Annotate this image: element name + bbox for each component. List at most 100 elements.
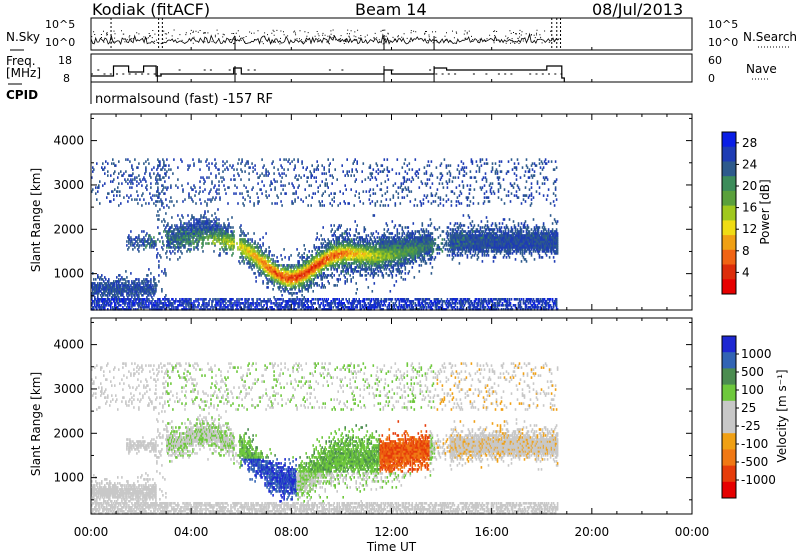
data-cell [179,230,181,233]
data-cell [137,166,139,169]
data-cell [140,298,142,301]
data-cell [163,224,165,227]
data-cell [142,178,144,181]
data-cell [213,238,215,241]
data-cell [386,166,389,169]
data-cell [161,302,163,305]
data-cell [227,168,229,171]
data-cell [201,228,203,231]
data-cell [98,300,100,303]
data-cell [149,284,151,287]
data-cell [205,304,207,307]
data-cell [136,290,138,293]
data-cell [134,284,136,287]
data-cell [97,274,99,277]
data-cell [217,300,219,303]
data-cell [247,232,249,235]
data-cell [126,294,128,297]
data-cell [131,280,133,283]
data-cell [292,282,294,285]
data-cell [105,294,107,297]
data-cell [202,232,204,235]
data-cell [272,160,274,163]
data-cell [178,242,180,245]
data-cell [160,178,162,181]
data-cell [199,180,201,183]
data-cell [170,234,172,237]
data-cell [113,286,115,289]
data-cell [158,260,160,263]
data-cell [120,290,122,293]
data-cell [118,182,120,185]
data-cell [130,308,132,311]
data-cell [148,302,150,305]
data-cell [197,234,199,237]
data-cell [318,284,320,287]
data-cell [200,236,202,239]
data-cell [145,170,147,173]
data-cell [177,214,179,217]
data-cell [97,304,99,307]
data-cell [172,238,174,241]
data-cell [104,282,106,285]
data-cell [107,174,109,177]
data-cell [130,244,132,247]
data-cell [147,288,149,291]
data-cell [355,228,357,231]
data-cell [258,200,260,203]
data-cell [384,304,387,307]
data-cell [125,284,127,287]
data-cell [135,308,137,311]
data-cell [254,168,256,171]
data-cell [168,228,170,231]
data-cell [236,168,238,171]
data-cell [232,308,234,311]
data-cell [155,288,157,291]
data-cell [168,304,170,307]
data-cell [198,240,200,243]
data-cell [146,292,148,295]
data-cell [98,286,100,289]
data-cell [208,302,210,305]
data-cell [109,290,111,293]
data-cell [180,234,182,237]
data-cell [205,232,207,235]
data-cell [277,196,279,199]
data-cell [142,306,144,309]
data-cell [146,280,148,283]
data-cell [351,168,353,171]
data-cell [132,304,134,307]
data-cell [383,228,386,231]
data-cell [145,240,147,243]
data-cell [173,246,175,249]
data-cell [346,158,348,161]
data-cell [287,168,289,171]
data-cell [155,304,157,307]
data-cell [232,234,234,237]
data-cell [127,302,129,305]
data-cell [123,288,125,291]
data-cell [149,172,151,175]
data-cell [336,298,338,301]
data-cell [229,226,231,229]
data-cell [92,166,94,169]
data-cell [133,294,135,297]
data-cell [218,172,220,175]
data-cell [206,302,208,305]
data-cell [107,170,109,173]
data-cell [91,176,93,179]
data-cell [198,160,200,163]
data-cell [103,168,105,171]
data-cell [126,292,128,295]
data-cell [210,172,212,175]
data-cell [151,306,153,309]
data-cell [188,194,190,197]
data-cell [134,280,136,283]
data-cell [324,182,326,185]
data-cell [208,300,210,303]
data-cell [182,236,184,239]
data-cell [146,286,148,289]
data-cell [293,292,295,295]
data-cell [94,288,96,291]
data-cell [233,174,235,177]
